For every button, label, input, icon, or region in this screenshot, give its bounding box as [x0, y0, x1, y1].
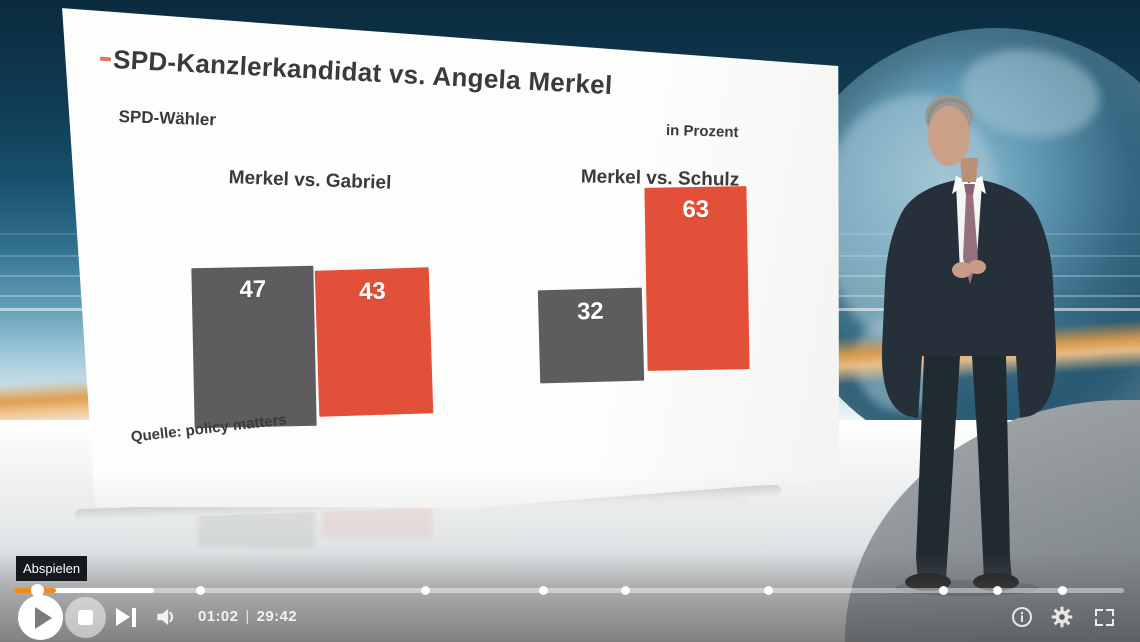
- skip-next-icon: [116, 608, 130, 626]
- chart-bar-merkel-vs-gabriel-gabriel: 43: [314, 267, 434, 417]
- skip-next-button[interactable]: [112, 604, 140, 630]
- play-button[interactable]: [18, 595, 63, 640]
- bar-value: 43: [358, 277, 387, 306]
- fullscreen-button[interactable]: [1091, 604, 1117, 630]
- play-icon: [34, 606, 52, 629]
- stop-icon: [78, 610, 93, 625]
- current-time: 01:02: [198, 608, 239, 625]
- volume-button[interactable]: [152, 603, 180, 631]
- gear-icon: [1051, 606, 1073, 628]
- chapter-marker[interactable]: [620, 586, 630, 595]
- bar-value: 32: [576, 297, 605, 326]
- chart-bar-merkel-vs-schulz-merkel: 32: [537, 287, 645, 384]
- chapter-marker[interactable]: [539, 586, 549, 595]
- chapter-marker[interactable]: [196, 586, 206, 595]
- settings-button[interactable]: [1049, 604, 1075, 630]
- chart-bar-merkel-vs-gabriel-merkel: 47: [191, 265, 317, 429]
- chapter-marker[interactable]: [763, 586, 773, 595]
- volume-icon: [157, 608, 174, 626]
- duration: 29:42: [256, 608, 298, 625]
- chart-board: [62, 8, 840, 508]
- chart-subtitle: SPD-Wähler: [118, 107, 217, 130]
- info-button[interactable]: [1009, 604, 1035, 630]
- chart-bar-merkel-vs-schulz-schulz: 63: [644, 186, 750, 371]
- chapter-marker[interactable]: [420, 586, 430, 595]
- news-presenter: [881, 95, 1057, 596]
- info-icon: [1012, 607, 1032, 627]
- time-display: 01:02 | 29:42: [198, 608, 297, 625]
- player-control-gradient: [0, 550, 1140, 642]
- chapter-marker[interactable]: [939, 586, 949, 595]
- fullscreen-icon: [1094, 608, 1114, 626]
- chart-unit-label: in Prozent: [665, 122, 739, 141]
- progress-knob[interactable]: [30, 584, 44, 597]
- chapter-marker[interactable]: [1057, 586, 1067, 595]
- progress-track[interactable]: [14, 584, 1124, 597]
- bar-value: 47: [239, 275, 267, 304]
- chapter-marker[interactable]: [993, 586, 1003, 595]
- bar-value: 63: [682, 195, 710, 224]
- time-separator: |: [245, 608, 250, 625]
- chapter-markers: [14, 586, 1124, 595]
- stop-button[interactable]: [65, 597, 106, 638]
- progress-buffered: [14, 588, 154, 593]
- skip-next-icon-bar: [132, 607, 136, 627]
- play-tooltip: Abspielen: [16, 556, 88, 581]
- title-accent-mark: [99, 56, 112, 62]
